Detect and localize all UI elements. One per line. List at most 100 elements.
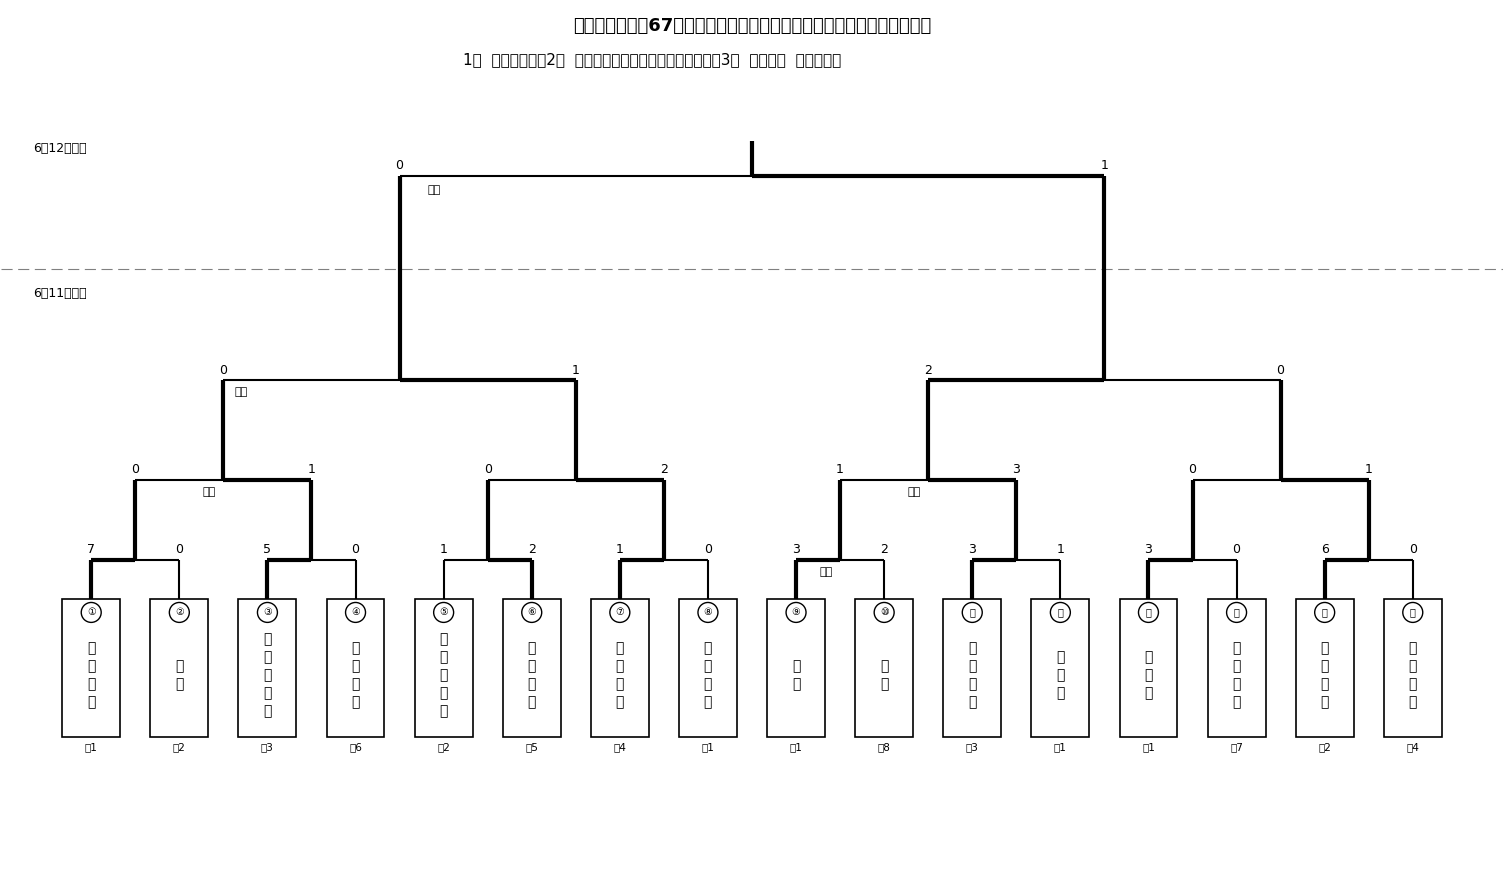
Text: 1: 1 [572, 364, 579, 377]
Text: 耶1: 耶1 [790, 742, 803, 752]
Text: 延長: 延長 [235, 387, 248, 397]
Text: 箕: 箕 [880, 678, 889, 692]
Text: ①: ① [87, 607, 96, 618]
Text: 両2: 両2 [173, 742, 186, 752]
Text: 中: 中 [1145, 686, 1152, 700]
Text: 若2: 若2 [1318, 742, 1331, 752]
Text: 3: 3 [1012, 463, 1020, 476]
Text: 中: 中 [439, 704, 448, 718]
Text: 耶3: 耶3 [262, 742, 274, 752]
Text: 若: 若 [87, 641, 95, 655]
Text: 3: 3 [1145, 544, 1152, 557]
Text: ⑪: ⑪ [969, 607, 975, 618]
Text: 2: 2 [880, 544, 887, 557]
Text: ⑬: ⑬ [1146, 607, 1152, 618]
Text: 方: 方 [263, 668, 272, 682]
Text: 川: 川 [793, 678, 800, 692]
Text: 苗: 苗 [704, 659, 711, 673]
Text: 中: 中 [352, 695, 359, 709]
Text: 延長: 延長 [203, 487, 217, 496]
Text: 6: 6 [1321, 544, 1328, 557]
Text: 0: 0 [131, 463, 140, 476]
Text: 中: 中 [1232, 695, 1241, 709]
Bar [415, 599, 472, 737]
Text: 会: 会 [615, 659, 624, 673]
Bar [1208, 599, 1265, 737]
Text: 喜: 喜 [263, 632, 272, 646]
Text: 若: 若 [528, 641, 535, 655]
Text: 南1: 南1 [1054, 742, 1066, 752]
Text: 中: 中 [528, 695, 535, 709]
Text: ④: ④ [350, 607, 359, 618]
Text: ②: ② [174, 607, 183, 618]
Text: 中: 中 [1056, 686, 1065, 700]
Text: 北1: 北1 [701, 742, 714, 752]
Text: ⑮: ⑮ [1322, 607, 1328, 618]
Text: 西: 西 [1409, 641, 1417, 655]
Text: 中: 中 [615, 695, 624, 709]
Text: 延長: 延長 [820, 566, 833, 577]
Text: 2: 2 [660, 463, 668, 476]
Text: 多: 多 [439, 651, 448, 665]
Text: 津: 津 [615, 678, 624, 692]
Text: 0: 0 [484, 463, 492, 476]
Text: ⑦: ⑦ [615, 607, 624, 618]
Text: 2: 2 [925, 364, 932, 377]
Text: 喜: 喜 [439, 632, 448, 646]
Text: 五: 五 [352, 678, 359, 692]
Text: 0: 0 [220, 364, 227, 377]
Text: 0: 0 [176, 544, 183, 557]
Text: 川: 川 [174, 678, 183, 692]
Text: 松: 松 [969, 659, 976, 673]
Text: 1: 1 [836, 463, 844, 476]
Text: 一: 一 [880, 659, 889, 673]
Bar [150, 599, 208, 737]
Bar [1384, 599, 1442, 737]
Text: 二: 二 [1232, 678, 1241, 692]
Text: 北: 北 [615, 641, 624, 655]
Bar [943, 599, 1002, 737]
Text: 若1: 若1 [84, 742, 98, 752]
Text: 若: 若 [1321, 641, 1330, 655]
Text: 二: 二 [263, 686, 272, 700]
Text: 0: 0 [1277, 364, 1284, 377]
Text: 延長: 延長 [429, 185, 441, 195]
Text: 多: 多 [263, 651, 272, 665]
Text: ⑧: ⑧ [704, 607, 713, 618]
Text: 松: 松 [87, 659, 95, 673]
Text: 1: 1 [307, 463, 316, 476]
Text: 松: 松 [1232, 659, 1241, 673]
Text: ⑯: ⑯ [1409, 607, 1415, 618]
Bar [1032, 599, 1089, 737]
Text: 若: 若 [1232, 641, 1241, 655]
Text: 坂: 坂 [1145, 651, 1152, 665]
Text: 下: 下 [1145, 668, 1152, 682]
Text: ③: ③ [263, 607, 272, 618]
Text: 0: 0 [1233, 544, 1241, 557]
Text: 令和元年度　第67回　全会津中学校体育大会サッカー競技　組み合わせ: 令和元年度 第67回 全会津中学校体育大会サッカー競技 組み合わせ [573, 17, 931, 36]
Text: 両1: 両1 [1142, 742, 1155, 752]
Text: 松: 松 [528, 659, 535, 673]
Text: 一: 一 [87, 678, 95, 692]
Bar [678, 599, 737, 737]
Text: 1: 1 [1101, 159, 1108, 172]
Text: 耶2: 耶2 [438, 742, 450, 752]
Text: 若7: 若7 [1230, 742, 1242, 752]
Bar [326, 599, 385, 737]
Text: 会: 会 [1409, 659, 1417, 673]
Text: 1: 1 [1364, 463, 1373, 476]
Text: 2: 2 [528, 544, 535, 557]
Text: 中: 中 [704, 695, 711, 709]
Bar [591, 599, 648, 737]
Text: 若5: 若5 [525, 742, 538, 752]
Bar [502, 599, 561, 737]
Text: 猪: 猪 [704, 641, 711, 655]
Text: 下: 下 [1056, 651, 1065, 665]
Text: 若4: 若4 [614, 742, 626, 752]
Text: ⑫: ⑫ [1057, 607, 1063, 618]
Text: 若6: 若6 [349, 742, 362, 752]
Text: 7: 7 [87, 544, 95, 557]
Text: 1: 1 [617, 544, 624, 557]
Text: 中: 中 [87, 695, 95, 709]
Text: 中: 中 [969, 695, 976, 709]
